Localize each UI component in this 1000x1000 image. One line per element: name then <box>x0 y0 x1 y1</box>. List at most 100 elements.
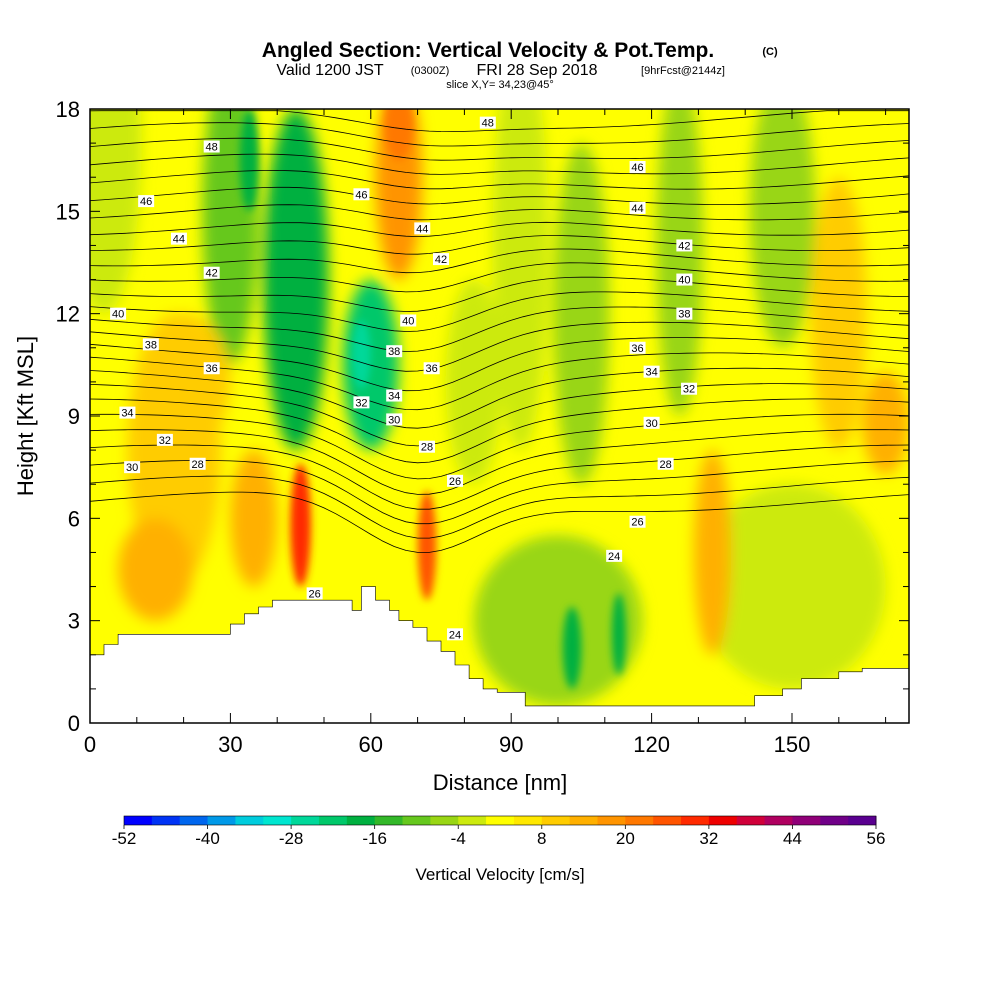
contour-label-42: 42 <box>433 253 449 266</box>
colorbar-swatch <box>597 816 626 825</box>
contour-label-38: 38 <box>142 338 159 351</box>
contour-label-text: 48 <box>206 142 218 154</box>
field-patch-3 <box>263 109 329 451</box>
isentrope-5 <box>90 413 909 480</box>
subtitle-date: FRI 28 Sep 2018 <box>477 62 598 79</box>
contour-label-bg <box>124 461 141 474</box>
contour-label-text: 30 <box>126 462 138 474</box>
contour-label-text: 26 <box>631 517 643 529</box>
colorbar-swatch <box>681 816 710 825</box>
contour-label-text: 24 <box>449 629 461 641</box>
isentrope-14 <box>90 276 909 312</box>
x-tick-label: 30 <box>218 732 242 757</box>
contour-label-text: 38 <box>678 309 690 321</box>
contour-label-32: 32 <box>353 396 370 409</box>
contour-labels: 48 48 46 46 46 44 44 44 42 42 42 40 40 40 38 38 38 36 36 36… <box>110 116 698 641</box>
contour-label-bg <box>306 587 323 600</box>
colorbar-tick-label: -16 <box>362 829 387 848</box>
subtitle-forecast: [9hrFcst@2144z] <box>641 65 725 77</box>
contour-label-42: 42 <box>203 266 220 280</box>
colorbar-swatch <box>291 816 320 825</box>
field-patch-9 <box>749 109 816 348</box>
y-tick-label: 15 <box>56 199 80 224</box>
contour-label-text: 46 <box>631 162 643 174</box>
contour-label-text: 34 <box>388 391 400 403</box>
field-patch-11 <box>136 313 231 451</box>
colorbar-swatch <box>848 816 877 825</box>
y-tick-label: 6 <box>68 506 80 531</box>
colorbar-swatch <box>625 816 654 825</box>
chart-title: Angled Section: Vertical Velocity & Pot.… <box>262 39 714 62</box>
field-core-5 <box>384 109 413 161</box>
colorbar-swatch <box>764 816 793 825</box>
field-core-4 <box>352 320 371 389</box>
contour-label-bg <box>629 341 646 354</box>
y-tick-label: 3 <box>68 609 80 634</box>
field-patch-2 <box>202 109 259 365</box>
contour-label-48: 48 <box>479 116 496 130</box>
contour-label-text: 32 <box>159 435 171 447</box>
x-tick-label: 150 <box>774 732 811 757</box>
colorbar-swatch <box>346 816 376 825</box>
y-tick-label: 9 <box>68 404 80 429</box>
contour-label-text: 36 <box>426 363 438 375</box>
contour-label-bg <box>629 160 646 173</box>
contour-label-bg <box>119 406 136 419</box>
field-core-1 <box>417 491 437 601</box>
field-core-6 <box>239 109 259 212</box>
contour-label-text: 28 <box>660 459 672 471</box>
isentrope-22 <box>90 153 909 175</box>
contour-label-bg <box>414 222 431 235</box>
contour-label-bg <box>203 140 220 153</box>
contour-label-36: 36 <box>423 362 440 375</box>
field-core-3 <box>611 593 626 676</box>
contour-label-44: 44 <box>170 232 187 246</box>
colorbar-frame <box>123 815 877 826</box>
contour-label-40: 40 <box>676 273 693 287</box>
contour-label-bg <box>386 345 403 358</box>
contour-label-bg <box>353 188 370 201</box>
contour-label-32: 32 <box>681 382 698 396</box>
contour-label-text: 44 <box>173 234 185 246</box>
isentrope-2 <box>90 459 909 525</box>
contour-label-44: 44 <box>629 201 646 215</box>
colorbar-ticks: -52 -40 -28 -16 -4 8 20 32 44 56 <box>112 825 885 848</box>
contour-label-text: 32 <box>355 397 367 409</box>
field-patch-10 <box>810 177 867 451</box>
x-tick-label: 60 <box>359 732 383 757</box>
contour-label-28: 28 <box>657 457 674 471</box>
y-tick-label: 0 <box>68 711 80 736</box>
contour-label-48: 48 <box>203 140 220 154</box>
chart-title-group: Angled Section: Vertical Velocity & Pot.… <box>262 39 778 91</box>
isentrope-10 <box>90 337 909 392</box>
contour-label-38: 38 <box>676 307 693 321</box>
contour-label-30: 30 <box>643 416 660 430</box>
contour-label-28: 28 <box>418 440 435 454</box>
contour-label-bg <box>629 515 646 528</box>
contour-label-text: 28 <box>192 459 204 471</box>
contour-label-text: 26 <box>309 588 321 600</box>
potential-temperature-contours <box>90 110 909 553</box>
isentrope-3 <box>90 444 909 510</box>
colorbar-swatch <box>736 816 766 825</box>
contour-label-bg <box>110 307 127 320</box>
colorbar-swatch <box>124 816 153 825</box>
contour-label-text: 36 <box>206 363 218 375</box>
contour-label-text: 42 <box>206 268 218 280</box>
field-patch-14 <box>118 518 193 621</box>
colorbar-swatch <box>653 816 682 825</box>
isentrope-19 <box>90 204 909 221</box>
colorbar-label: Vertical Velocity [cm/s] <box>415 865 584 884</box>
colorbar-swatch <box>235 816 264 825</box>
contour-label-30: 30 <box>124 461 141 474</box>
x-axis-label: Distance [nm] <box>433 770 568 795</box>
contour-label-24: 24 <box>606 549 623 563</box>
subtitle-utc: (0300Z) <box>411 65 450 77</box>
colorbar-tick-label: -28 <box>279 829 304 848</box>
contour-label-36: 36 <box>629 341 646 355</box>
y-axis-label: Height [Kft MSL] <box>13 336 38 496</box>
contour-label-bg <box>676 239 693 252</box>
colorbar-tick-label: 20 <box>616 829 635 848</box>
contour-label-bg <box>643 416 660 429</box>
contour-label-text: 40 <box>402 315 414 327</box>
